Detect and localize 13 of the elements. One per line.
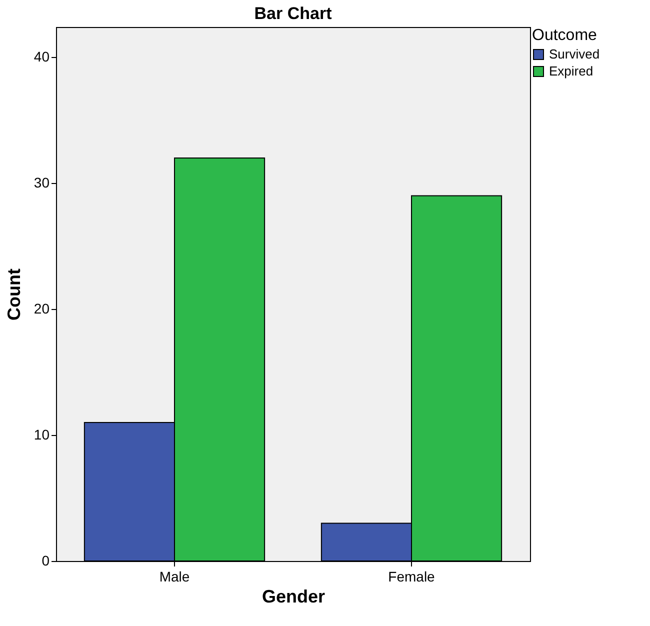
- chart-title: Bar Chart: [254, 4, 332, 23]
- legend-label: Survived: [549, 46, 600, 62]
- legend-label: Expired: [549, 64, 594, 78]
- y-tick-label: 20: [34, 300, 50, 317]
- x-tick-label: Female: [388, 568, 436, 584]
- y-tick-label: 10: [34, 426, 50, 443]
- y-tick-label: 0: [42, 552, 50, 568]
- legend-title: Outcome: [532, 27, 598, 44]
- x-tick-label: Male: [159, 568, 190, 584]
- y-tick-label: 40: [34, 48, 50, 65]
- y-tick-label: 30: [34, 174, 50, 191]
- x-axis-title: Gender: [262, 586, 326, 606]
- y-axis-title: Count: [4, 268, 24, 320]
